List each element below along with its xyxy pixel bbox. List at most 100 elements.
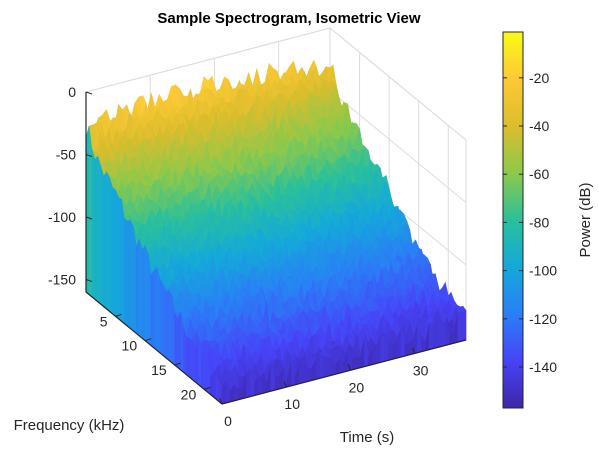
power-tick-label: -100 — [48, 209, 76, 225]
surface-skirt-patch — [380, 333, 386, 363]
surface-skirt-patch — [177, 312, 181, 371]
frequency-tick-mark — [144, 338, 152, 342]
colorbar-tick-label: -40 — [529, 118, 549, 134]
colorbar-ticks: -20 -40 -60 -80 -100 -120 -140 — [503, 70, 557, 375]
colorbar-tick-label: -100 — [529, 263, 557, 279]
frequency-tick-label: 15 — [151, 362, 167, 378]
surface-skirt-patch — [319, 353, 325, 379]
time-tick-label: 10 — [284, 396, 300, 412]
surface-skirt-patch — [144, 245, 149, 344]
colorbar-tick-label: -80 — [529, 214, 549, 230]
surface-skirt-patch — [298, 364, 304, 385]
surface-skirt-patch — [112, 187, 116, 317]
time-tick-mark — [347, 364, 351, 371]
surface-skirt-patch — [141, 244, 146, 342]
power-tick-mark — [85, 279, 93, 282]
surface-skirt-patch — [388, 343, 394, 361]
frequency-tick-mark — [174, 362, 181, 366]
surface-skirt-patch — [372, 345, 377, 365]
surface-skirt-patch — [461, 310, 467, 342]
surface-skirt-patch — [153, 266, 158, 352]
surface-skirt-patch — [133, 226, 137, 335]
surface-skirt-patch — [174, 312, 178, 369]
surface-skirt-patch — [150, 270, 155, 349]
surface-skirt-patch — [404, 342, 410, 357]
power-tick-mark — [85, 216, 93, 220]
surface-skirt-patch — [97, 156, 102, 305]
surface-skirt-patch — [136, 238, 140, 337]
surface-skirt-patch — [274, 378, 280, 391]
frequency-tick-label: 10 — [122, 338, 138, 354]
power-tick-mark — [85, 154, 93, 157]
surface-skirt-patch — [130, 219, 134, 332]
surface-skirt-patch — [88, 126, 93, 298]
surface-skirt-patch — [437, 320, 442, 348]
time-axis-ticks: 0 10 20 30 — [219, 347, 429, 429]
time-axis-line — [221, 339, 467, 405]
surface-skirt-patch — [307, 367, 312, 382]
surface-skirt-patch — [103, 171, 107, 310]
power-tick-label: -50 — [56, 147, 76, 163]
frequency-axis-line — [85, 291, 223, 405]
spectrogram-surface — [85, 59, 467, 405]
colorbar-tick-label: -60 — [529, 166, 549, 182]
time-tick-mark — [412, 347, 416, 354]
time-tick-label: 20 — [349, 379, 365, 395]
surface-skirt-patch — [168, 289, 172, 364]
colorbar-tick-label: -20 — [529, 70, 549, 86]
colorbar-label: Power (dB) — [577, 182, 594, 257]
surface-skirt-patch — [127, 219, 131, 330]
colorbar: -20 -40 -60 -80 -100 -120 -140 Power (dB) — [502, 31, 594, 409]
surface-skirt-patch — [209, 376, 214, 398]
axes-front-lines — [85, 92, 467, 405]
chart-title: Sample Spectrogram, Isometric View — [157, 10, 420, 27]
surface-skirt-patch — [327, 356, 333, 377]
grid-line-power — [85, 27, 467, 141]
time-tick-label: 0 — [224, 413, 232, 429]
surface-skirt-patch — [323, 356, 329, 378]
surface-skirt-patch — [355, 356, 361, 370]
surface-skirt-patch — [429, 323, 434, 350]
surface-skirt-patch — [124, 217, 128, 327]
time-tick-label: 30 — [413, 362, 429, 378]
power-tick-label: 0 — [68, 84, 76, 100]
z-axis-ticks: 0 -50 -100 -150 — [48, 84, 93, 288]
surface-skirt-patch — [457, 312, 463, 343]
frequency-tick-mark — [115, 313, 122, 317]
surface-skirt-patch — [201, 352, 205, 391]
colorbar-tick-label: -120 — [529, 311, 557, 327]
power-tick-label: -150 — [48, 272, 76, 288]
surface-skirt-patch — [91, 148, 96, 300]
surface-skirt-patch — [192, 340, 196, 383]
surface-skirt-patch — [302, 365, 308, 384]
time-axis-label: Time (s) — [340, 429, 394, 446]
surface-skirt-patch — [238, 388, 243, 401]
surface-skirt-patch — [441, 320, 447, 347]
surface-skirt-patch — [156, 267, 161, 354]
surface-skirt-patch — [186, 336, 190, 378]
surface-skirt-patch — [109, 177, 113, 315]
power-tick-mark — [85, 91, 93, 95]
surface-skirt-patch — [433, 322, 438, 349]
surface-skirt-patch — [121, 199, 125, 325]
frequency-tick-label: 20 — [181, 386, 197, 402]
colorbar-gradient — [502, 31, 524, 409]
surface-skirt-patch — [204, 353, 208, 393]
surface-skirt-patch — [118, 196, 122, 322]
frequency-axis-ticks: 5 10 15 20 — [100, 313, 211, 402]
surface-skirt-patch — [162, 284, 167, 359]
surface-skirt-patch — [138, 238, 143, 339]
colorbar-tick-label: -140 — [529, 359, 557, 375]
frequency-axis-label: Frequency (kHz) — [14, 417, 125, 434]
surface-skirt-patch — [189, 338, 193, 381]
surface-skirt-patch — [106, 171, 110, 313]
surface-skirt-patch — [94, 155, 99, 303]
frequency-tick-mark — [204, 386, 211, 390]
surface-skirt-patch — [165, 289, 170, 361]
surface-skirt-patch — [100, 166, 104, 308]
time-tick-mark — [283, 380, 287, 388]
frequency-tick-label: 5 — [100, 313, 108, 329]
surface-skirt-patch — [115, 189, 119, 320]
